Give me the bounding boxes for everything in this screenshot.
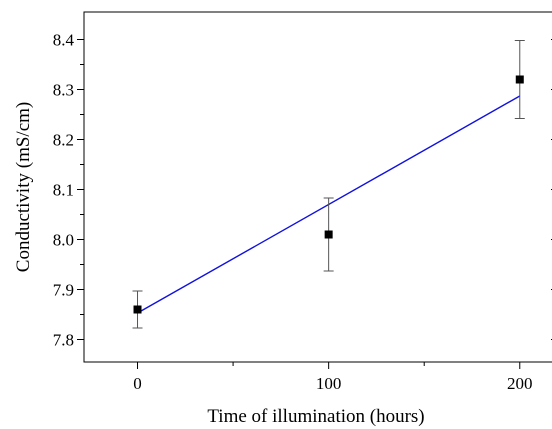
- x-axis: 0 100 200: [133, 362, 533, 393]
- y-axis: 7.8 7.9 8.0 8.1 8.2 8.3 8.4: [53, 31, 84, 350]
- y-tick-label: 7.8: [53, 331, 74, 350]
- y-tick-label: 8.4: [53, 31, 75, 50]
- y-tick-label: 8.1: [53, 181, 74, 200]
- data-point: [515, 75, 524, 84]
- plot-frame: [83, 11, 552, 363]
- data-point: [324, 230, 333, 239]
- x-tick-label: 100: [316, 374, 342, 393]
- x-axis-title: Time of illumination (hours): [207, 406, 424, 427]
- x-tick-label: 0: [133, 374, 142, 393]
- data-points: [132, 40, 525, 329]
- y-tick-label: 7.9: [53, 281, 74, 300]
- data-point: [133, 305, 142, 314]
- y-tick-label: 8.3: [53, 81, 74, 100]
- x-tick-label: 200: [507, 374, 533, 393]
- y-tick-label: 8.2: [53, 131, 74, 150]
- y-tick-label: 8.0: [53, 231, 74, 250]
- y-axis-title: Conductivity (mS/cm): [13, 102, 34, 272]
